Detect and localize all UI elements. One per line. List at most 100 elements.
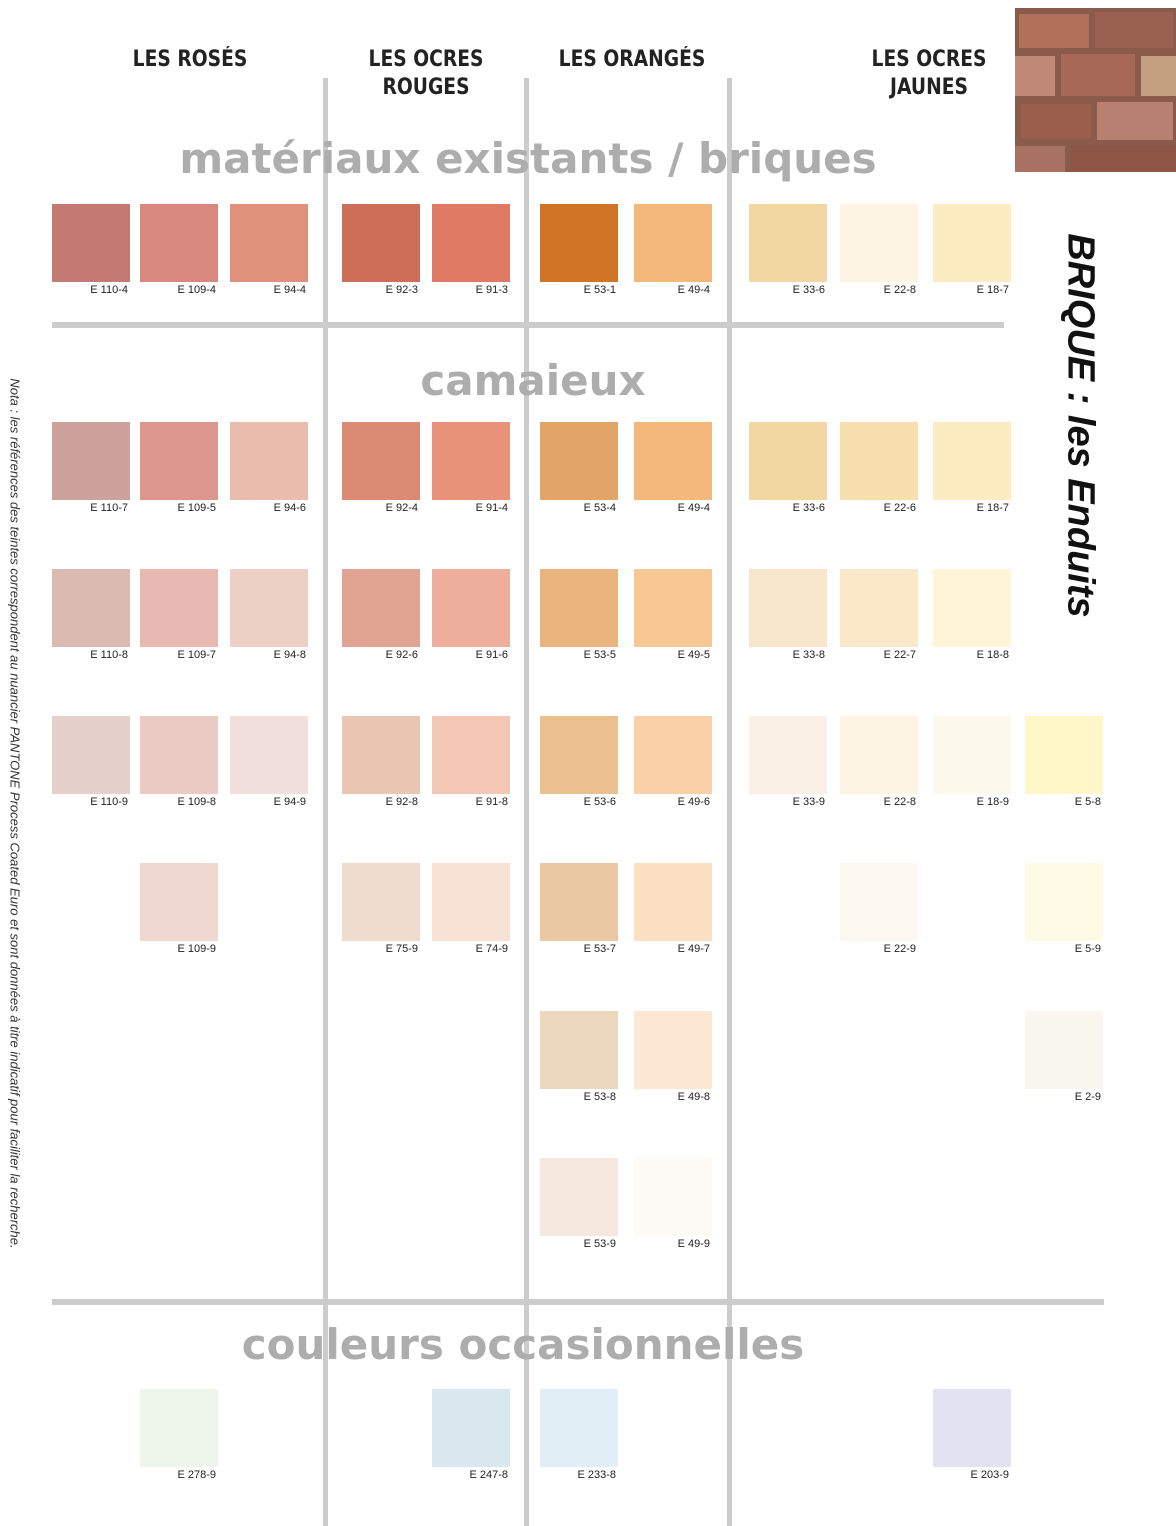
swatch-label: E 92-6: [385, 649, 418, 661]
swatch: [749, 204, 827, 282]
column-divider: [727, 78, 732, 1526]
swatch-label: E 22-8: [883, 796, 916, 808]
swatch-label: E 53-4: [583, 502, 616, 514]
swatch-label: E 49-4: [677, 284, 710, 296]
swatch-label: E 110-9: [90, 796, 128, 808]
swatch-label: E 49-7: [677, 943, 710, 955]
swatch-label: E 33-6: [792, 502, 825, 514]
swatch-label: E 247-8: [469, 1469, 508, 1481]
swatch: [933, 204, 1011, 282]
swatch: [840, 863, 918, 941]
header-line: JAUNES: [890, 75, 968, 100]
column-header: LES ROSÉS: [105, 46, 275, 74]
swatch: [432, 204, 510, 282]
section-title: camaieux: [420, 356, 646, 405]
swatch: [140, 1389, 218, 1467]
swatch: [140, 422, 218, 500]
swatch: [230, 716, 308, 794]
swatch: [840, 569, 918, 647]
swatch-label: E 22-9: [883, 943, 916, 955]
header-line: LES ORANGÉS: [558, 47, 706, 72]
column-header: LES ORANGÉS: [547, 46, 717, 74]
swatch: [230, 204, 308, 282]
side-title: BRIQUE : les Enduits: [1059, 233, 1102, 618]
swatch-label: E 22-8: [883, 284, 916, 296]
swatch-label: E 5-9: [1074, 943, 1101, 955]
swatch: [52, 422, 130, 500]
swatch-label: E 110-8: [90, 649, 128, 661]
swatch: [52, 204, 130, 282]
column-header: LES OCRES ROUGES: [341, 46, 511, 102]
swatch-label: E 5-8: [1074, 796, 1101, 808]
swatch-label: E 49-8: [677, 1091, 710, 1103]
swatch: [230, 569, 308, 647]
swatch-label: E 53-1: [583, 284, 616, 296]
swatch-label: E 18-7: [976, 502, 1009, 514]
swatch-label: E 233-8: [577, 1469, 616, 1481]
swatch-label: E 74-9: [475, 943, 508, 955]
swatch-label: E 33-8: [792, 649, 825, 661]
swatch: [230, 422, 308, 500]
swatch: [140, 863, 218, 941]
swatch: [634, 204, 712, 282]
swatch: [540, 204, 618, 282]
swatch: [634, 1158, 712, 1236]
swatch: [540, 569, 618, 647]
swatch: [634, 1011, 712, 1089]
section-title: couleurs occasionnelles: [241, 1320, 805, 1369]
section-divider: [52, 1299, 1104, 1305]
swatch: [540, 422, 618, 500]
header-line: ROUGES: [382, 75, 470, 100]
swatch: [540, 1011, 618, 1089]
swatch: [432, 422, 510, 500]
note: Nota : les références des teintes corres…: [7, 378, 23, 1249]
swatch: [432, 716, 510, 794]
swatch: [933, 1389, 1011, 1467]
swatch-label: E 49-9: [677, 1238, 710, 1250]
section-divider: [52, 322, 1004, 328]
swatch-label: E 110-7: [90, 502, 128, 514]
swatch: [140, 569, 218, 647]
swatch-label: E 92-8: [385, 796, 418, 808]
swatch-label: E 110-4: [90, 284, 128, 296]
swatch: [840, 716, 918, 794]
swatch: [540, 716, 618, 794]
swatch-label: E 53-5: [583, 649, 616, 661]
swatch-label: E 94-9: [273, 796, 306, 808]
swatch-label: E 109-5: [177, 502, 216, 514]
swatch: [52, 716, 130, 794]
swatch: [432, 863, 510, 941]
swatch: [749, 716, 827, 794]
swatch-label: E 53-9: [583, 1238, 616, 1250]
swatch: [933, 422, 1011, 500]
swatch-label: E 18-7: [976, 284, 1009, 296]
column-header: LES OCRES JAUNES: [844, 46, 1014, 102]
swatch: [840, 204, 918, 282]
swatch-label: E 18-8: [976, 649, 1009, 661]
swatch: [540, 863, 618, 941]
swatch-label: E 2-9: [1074, 1091, 1101, 1103]
swatch-label: E 109-8: [177, 796, 216, 808]
brick-photo: [1015, 8, 1176, 172]
swatch: [749, 569, 827, 647]
swatch: [933, 716, 1011, 794]
swatch: [634, 716, 712, 794]
swatch: [1025, 1011, 1103, 1089]
swatch: [840, 422, 918, 500]
swatch: [342, 863, 420, 941]
swatch: [342, 569, 420, 647]
swatch: [634, 569, 712, 647]
swatch-label: E 49-5: [677, 649, 710, 661]
swatch-label: E 53-8: [583, 1091, 616, 1103]
swatch-label: E 91-4: [475, 502, 508, 514]
swatch-label: E 53-6: [583, 796, 616, 808]
swatch-label: E 92-3: [385, 284, 418, 296]
swatch-label: E 22-7: [883, 649, 916, 661]
swatch-label: E 203-9: [970, 1469, 1009, 1481]
swatch-label: E 91-8: [475, 796, 508, 808]
swatch: [540, 1389, 618, 1467]
swatch: [1025, 716, 1103, 794]
swatch: [1025, 863, 1103, 941]
swatch: [52, 569, 130, 647]
